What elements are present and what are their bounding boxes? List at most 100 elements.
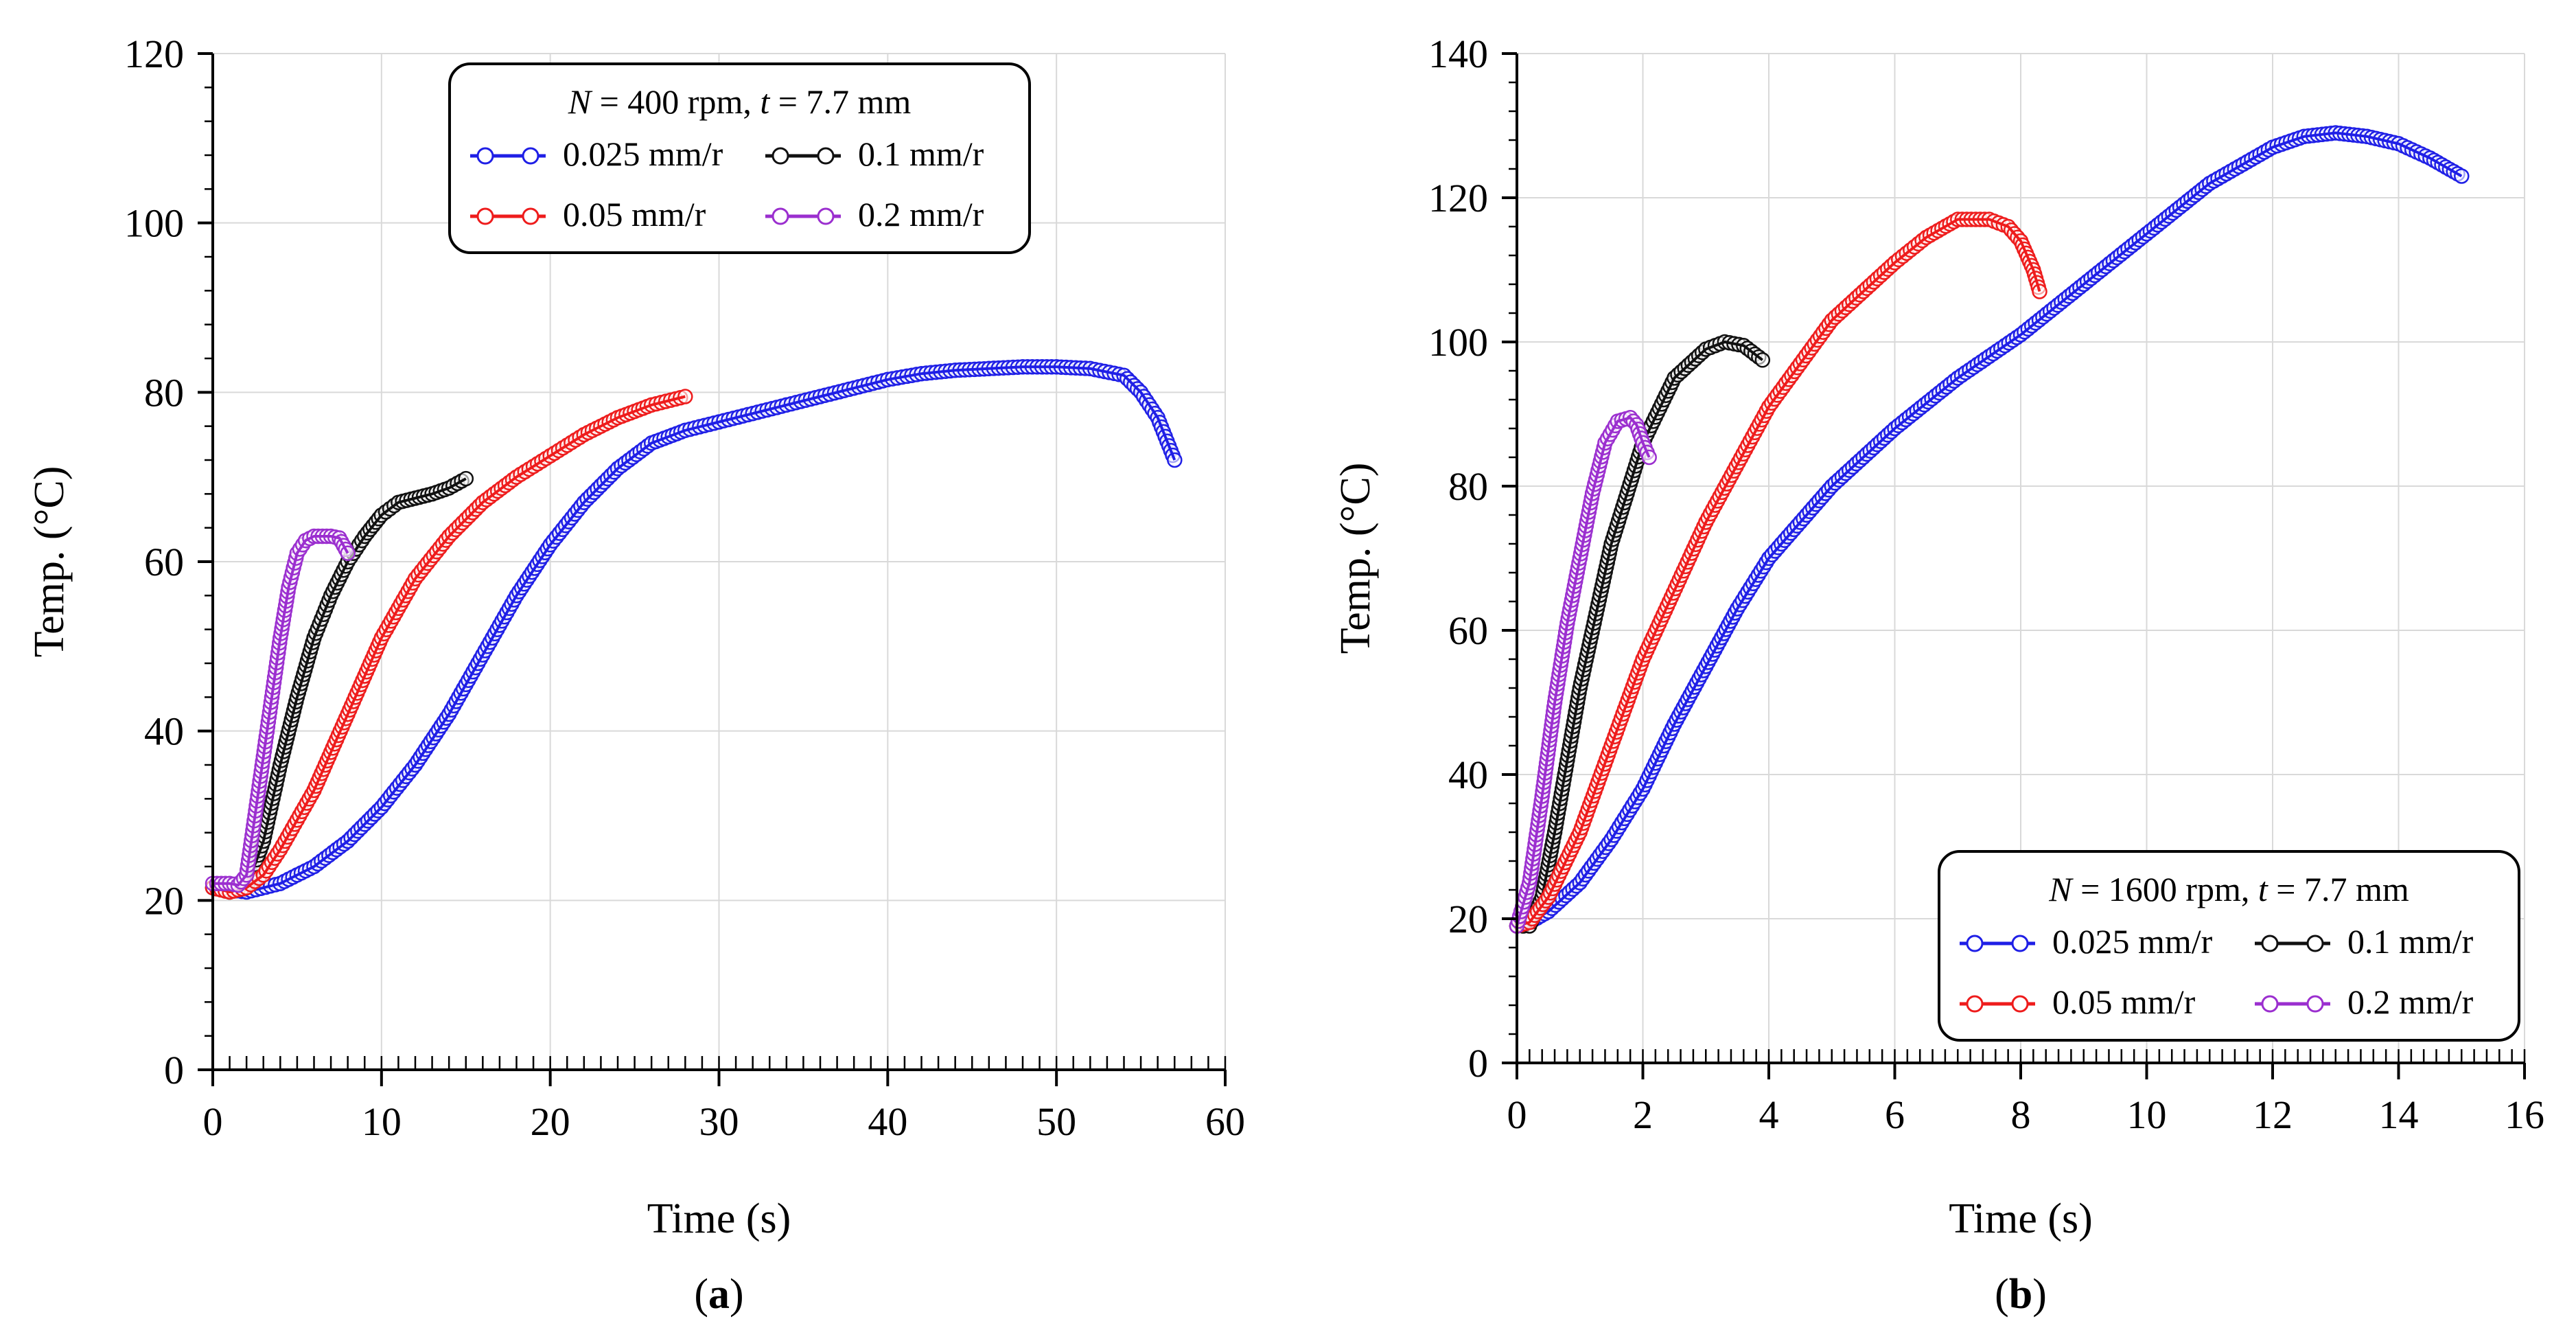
legend-title-n-value: = 1600 rpm, [2072,870,2258,908]
x-tick-label: 20 [531,1099,570,1144]
legend-title: N = 1600 rpm, t = 7.7 mm [2048,870,2409,908]
x-tick-label: 14 [2379,1092,2419,1137]
legend-swatch-marker [2306,935,2324,952]
legend-title: N = 400 rpm, t = 7.7 mm [568,82,912,121]
legend-swatch-marker [2261,995,2279,1013]
legend-entry: 0.1 mm/r [765,135,984,173]
series-layer [205,359,1183,900]
series-0-1-mm-r [1509,334,1771,934]
series-0-2-mm-r [1509,410,1657,934]
legend-swatch-marker [2261,935,2279,952]
x-tick-label: 8 [2011,1092,2031,1137]
y-tick-label: 20 [144,878,184,923]
grid-vertical [1642,54,2525,1063]
y-tick-label: 100 [124,201,184,246]
legend-entry-label: 0.1 mm/r [2347,922,2474,961]
y-tick-label: 40 [144,709,184,754]
chart-panel-b: 0 20 40 60 80 100 120 140 0 2 4 6 8 10 12 14 16 Time (s)… [1332,32,2544,1318]
y-tick-label: 120 [124,32,184,76]
series-0-05-mm-r [1509,211,2047,934]
panel-label-open: ( [694,1271,708,1318]
legend-title-n-value: = 400 rpm, [591,82,760,121]
x-tick-label: 6 [1885,1092,1905,1137]
tick-labels: 0 20 40 60 80 100 120 140 0 2 4 6 8 10 12 14 16 [1428,32,2544,1137]
ticks [1502,52,2526,1079]
legend-entry-label: 0.05 mm/r [2052,983,2196,1021]
legend-swatch-marker [1966,935,1984,952]
x-tick-label: 40 [868,1099,907,1144]
series-layer [1509,125,2470,934]
legend-title-n: N [568,82,593,121]
legend-swatch-marker [771,147,789,165]
x-axis-label: Time (s) [1949,1195,2093,1242]
series-line [212,365,1176,894]
series-line [1516,218,2041,928]
legend-box [448,62,1031,254]
series-0-05-mm-r [205,389,693,900]
x-tick-label: 0 [203,1099,223,1144]
legend: N = 400 rpm, t = 7.7 mm 0.025 mm/r 0.1 mm/… [448,62,1031,254]
legend-entry: 0.05 mm/r [470,195,706,233]
legend-entry: 0.1 mm/r [2255,922,2474,961]
x-tick-label: 60 [1205,1099,1245,1144]
panel-label-close: ) [730,1271,744,1318]
x-tick-label: 50 [1036,1099,1076,1144]
y-tick-label: 140 [1428,32,1488,76]
y-tick-label: 0 [164,1048,184,1092]
panel-label: (a) [694,1271,743,1318]
x-tick-label: 10 [362,1099,402,1144]
legend-swatch-marker [817,147,835,165]
legend-entry-label: 0.05 mm/r [563,195,706,233]
x-axis-label: Time (s) [647,1195,791,1242]
x-tick-label: 12 [2253,1092,2293,1137]
legend-title-t: t [760,82,770,121]
ticks [198,52,1227,1086]
x-tick-label: 16 [2505,1092,2544,1137]
x-tick-label: 0 [1507,1092,1527,1137]
y-tick-label: 0 [1468,1041,1488,1086]
panel-label-letter: b [2009,1271,2032,1318]
y-tick-label: 120 [1428,176,1488,220]
legend-entry: 0.05 mm/r [1960,983,2196,1021]
series-line [212,395,686,894]
series-line [1516,131,2463,928]
data-point [2454,168,2470,184]
tick-labels: 0 20 40 60 80 100 120 0 10 20 30 40 50 60 [124,32,1245,1144]
y-tick-label: 60 [1448,608,1488,653]
legend-swatch-marker [2011,995,2029,1013]
panel-label-letter: a [708,1271,730,1318]
legend-swatch-marker [522,147,539,165]
x-tick-label: 30 [699,1099,739,1144]
legend-title-t-value: = 7.7 mm [2268,870,2409,908]
legend-entry: 0.2 mm/r [765,195,984,233]
legend-entry: 0.025 mm/r [1960,922,2213,961]
legend-swatch-marker [476,207,494,225]
panel-label: (b) [1995,1271,2047,1318]
legend-swatch-marker [476,147,494,165]
legend-swatch-marker [2306,995,2324,1013]
legend-entry-label: 0.2 mm/r [858,195,984,233]
y-tick-label: 80 [1448,464,1488,509]
panel-label-open: ( [1995,1271,2009,1318]
chart-panel-a: 0 20 40 60 80 100 120 0 10 20 30 40 50 60 Time (s) Te… [26,32,1245,1318]
legend-entry: 0.2 mm/r [2255,983,2474,1021]
legend-swatch-marker [2011,935,2029,952]
legend-box [1938,850,2520,1042]
y-tick-label: 80 [144,370,184,415]
y-tick-label: 100 [1428,320,1488,365]
legend-swatch-marker [1966,995,1984,1013]
legend: N = 1600 rpm, t = 7.7 mm 0.025 mm/r 0.1 mm… [1938,850,2520,1042]
legend-entry-label: 0.025 mm/r [2052,922,2213,961]
series-0-025-mm-r [205,359,1183,900]
legend-title-n: N [2048,870,2074,908]
legend-swatch-marker [817,207,835,225]
y-tick-label: 60 [144,540,184,584]
series-0-2-mm-r [205,528,356,893]
x-tick-label: 4 [1759,1092,1779,1137]
series-line [1516,416,1651,927]
legend-swatch-marker [522,207,539,225]
legend-entry: 0.025 mm/r [470,135,723,173]
x-tick-label: 10 [2127,1092,2167,1137]
panel-label-close: ) [2032,1271,2047,1318]
